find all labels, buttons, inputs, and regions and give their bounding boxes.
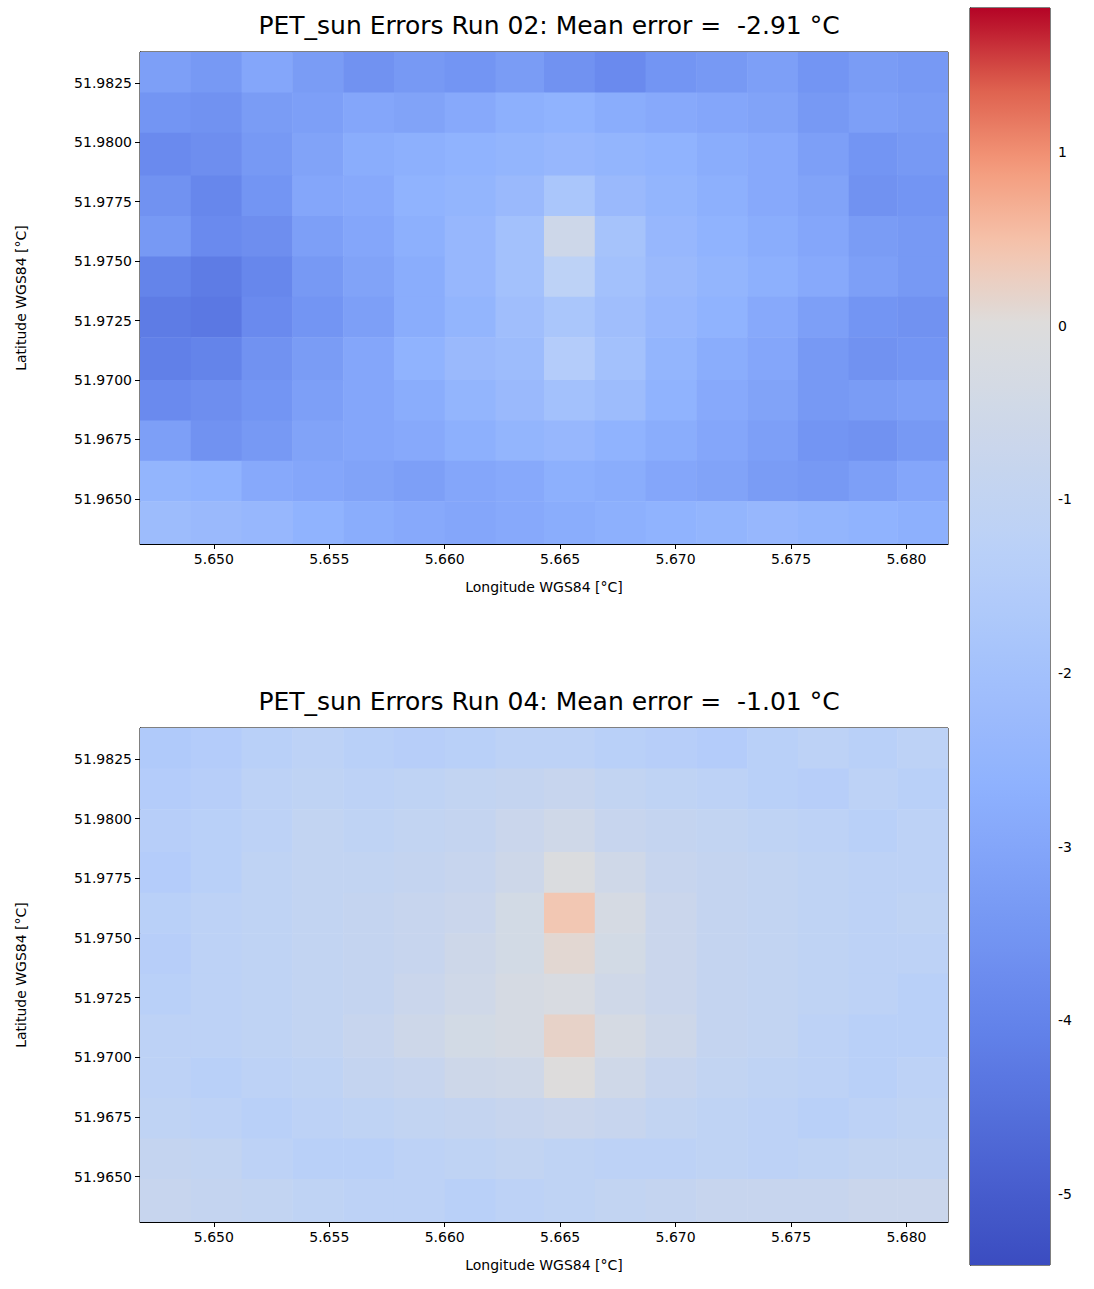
svg-text:-1: -1 — [1058, 491, 1072, 507]
svg-text:5.665: 5.665 — [540, 551, 580, 567]
svg-text:5.670: 5.670 — [656, 551, 696, 567]
svg-text:5.675: 5.675 — [771, 551, 811, 567]
svg-text:1: 1 — [1058, 144, 1067, 160]
svg-text:51.9650: 51.9650 — [74, 491, 132, 507]
svg-text:5.670: 5.670 — [656, 1229, 696, 1245]
svg-text:51.9800: 51.9800 — [74, 134, 132, 150]
svg-text:5.650: 5.650 — [194, 1229, 234, 1245]
svg-text:5.665: 5.665 — [540, 1229, 580, 1245]
svg-text:5.655: 5.655 — [309, 551, 349, 567]
svg-text:5.660: 5.660 — [425, 1229, 465, 1245]
svg-text:PET_sun Errors Run 04: Mean er: PET_sun Errors Run 04: Mean error = -1.0… — [258, 687, 839, 716]
svg-text:PET_sun Errors Run 02: Mean er: PET_sun Errors Run 02: Mean error = -2.9… — [258, 11, 839, 40]
svg-text:51.9825: 51.9825 — [74, 75, 132, 91]
svg-text:51.9725: 51.9725 — [74, 990, 132, 1006]
svg-text:-3: -3 — [1058, 839, 1072, 855]
svg-text:51.9700: 51.9700 — [74, 372, 132, 388]
svg-text:-5: -5 — [1058, 1186, 1072, 1202]
svg-text:51.9675: 51.9675 — [74, 1109, 132, 1125]
svg-text:51.9675: 51.9675 — [74, 431, 132, 447]
svg-text:Latitude WGS84 [°C]: Latitude WGS84 [°C] — [13, 902, 29, 1048]
svg-text:-2: -2 — [1058, 665, 1072, 681]
svg-text:5.675: 5.675 — [771, 1229, 811, 1245]
svg-text:51.9700: 51.9700 — [74, 1049, 132, 1065]
svg-text:5.680: 5.680 — [886, 551, 926, 567]
svg-text:51.9825: 51.9825 — [74, 751, 132, 767]
svg-text:Latitude WGS84 [°C]: Latitude WGS84 [°C] — [13, 225, 29, 371]
svg-text:51.9775: 51.9775 — [74, 194, 132, 210]
svg-text:5.655: 5.655 — [309, 1229, 349, 1245]
svg-text:5.650: 5.650 — [194, 551, 234, 567]
svg-text:51.9725: 51.9725 — [74, 313, 132, 329]
svg-text:0: 0 — [1058, 318, 1067, 334]
svg-text:5.660: 5.660 — [425, 551, 465, 567]
svg-text:-4: -4 — [1058, 1012, 1072, 1028]
svg-text:Longitude WGS84 [°C]: Longitude WGS84 [°C] — [465, 1257, 623, 1273]
svg-text:5.680: 5.680 — [886, 1229, 926, 1245]
svg-text:51.9775: 51.9775 — [74, 870, 132, 886]
svg-text:Longitude WGS84 [°C]: Longitude WGS84 [°C] — [465, 579, 623, 595]
svg-text:51.9750: 51.9750 — [74, 930, 132, 946]
svg-text:51.9650: 51.9650 — [74, 1169, 132, 1185]
svg-text:51.9750: 51.9750 — [74, 253, 132, 269]
svg-text:51.9800: 51.9800 — [74, 811, 132, 827]
